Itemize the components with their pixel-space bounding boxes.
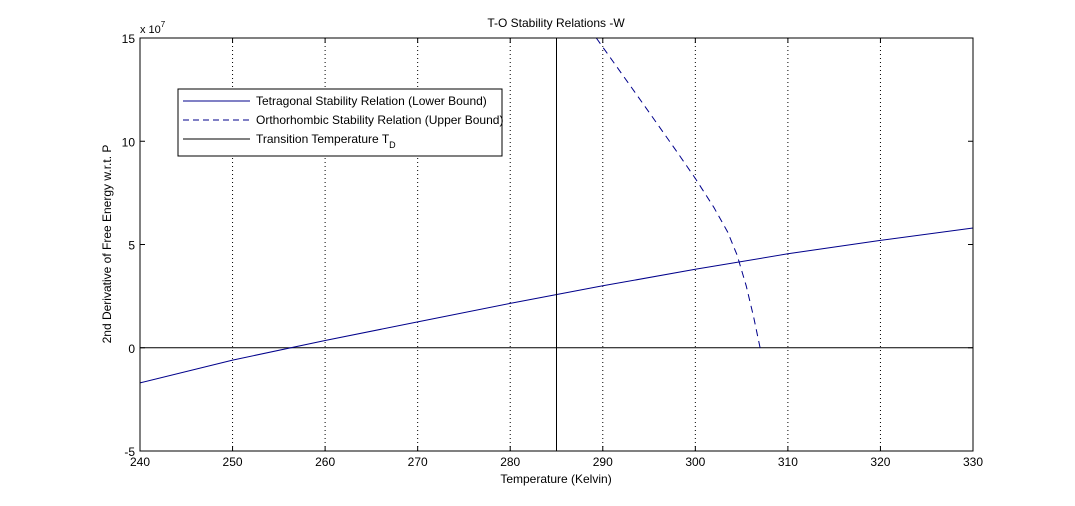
legend-label-transition-subscript: D	[389, 140, 396, 150]
y-axis-label: 2nd Derivative of Free Energy w.r.t. P	[100, 145, 114, 344]
y-tick-labels: -5 0 5 10 15	[122, 32, 136, 459]
x-tick-label: 290	[593, 455, 613, 469]
y-tick-label: 5	[128, 239, 135, 253]
legend: Tetragonal Stability Relation (Lower Bou…	[177, 88, 503, 157]
series-group	[139, 37, 974, 451]
legend-label-orthorhombic: Orthorhombic Stability Relation (Upper B…	[256, 113, 503, 127]
y-multiplier-exponent: 7	[161, 20, 166, 29]
x-tick-label: 250	[223, 455, 243, 469]
x-tick-label: 270	[408, 455, 428, 469]
y-multiplier-base: x 10	[140, 24, 161, 36]
legend-label-tetragonal: Tetragonal Stability Relation (Lower Bou…	[256, 94, 487, 108]
x-tick-label: 280	[500, 455, 520, 469]
y-tick-label: 0	[128, 342, 135, 356]
y-tick-label: 15	[122, 32, 136, 46]
legend-label-transition-text: Transition Temperature T	[256, 132, 390, 146]
series-orthorhombic-line	[595, 37, 761, 348]
legend-box	[177, 88, 503, 157]
y-multiplier: x 107	[140, 20, 166, 36]
x-tick-label: 330	[963, 455, 983, 469]
x-axis-label: Temperature (Kelvin)	[500, 472, 611, 486]
x-tick-label: 260	[315, 455, 335, 469]
axis-ticks	[139, 37, 974, 452]
y-tick-label: -5	[124, 445, 135, 459]
y-tick-label: 10	[122, 135, 136, 149]
chart-title: T-O Stability Relations -W	[487, 16, 625, 30]
legend-label-transition: Transition Temperature TD	[256, 132, 396, 150]
x-tick-labels: 240 250 260 270 280 290 300 310 320 330	[130, 455, 983, 469]
x-tick-label: 320	[870, 455, 890, 469]
x-tick-label: 240	[130, 455, 150, 469]
x-tick-label: 300	[685, 455, 705, 469]
x-tick-label: 310	[778, 455, 798, 469]
